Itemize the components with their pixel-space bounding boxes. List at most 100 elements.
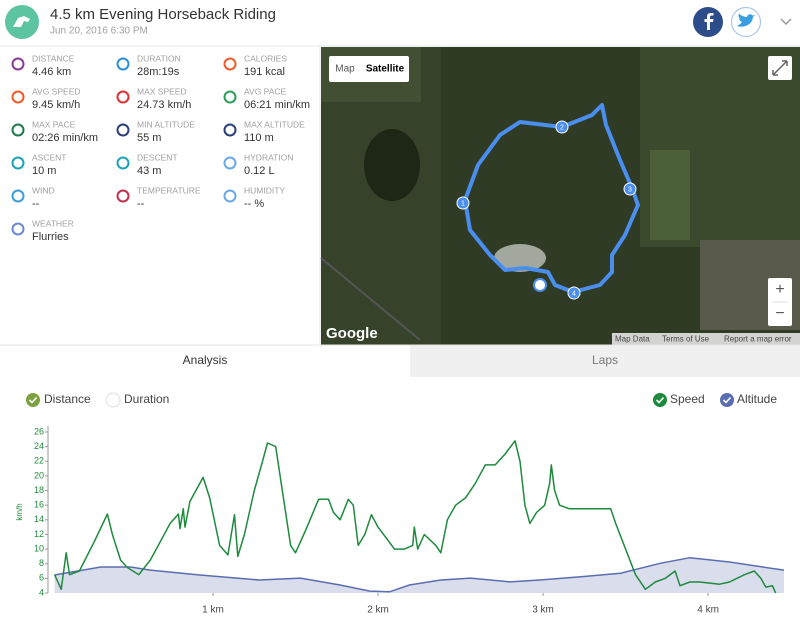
stat-label: TEMPERATURE [137,185,201,195]
stat-label: ASCENT [32,152,66,162]
stat-value: 110 m [244,132,274,144]
stat-label: HYDRATION [244,152,293,162]
header [0,0,800,46]
map-footer-link[interactable]: Map Data [615,335,650,344]
y-tick-label: 12 [34,529,44,539]
stat-icon [116,123,130,137]
x-tick-label: 3 km [532,605,554,616]
twitter-glyph [737,13,755,27]
stat-label: DISTANCE [32,53,75,63]
stat-label: DESCENT [137,152,178,162]
stat-value: 0.12 L [244,165,275,177]
map-footer-link[interactable]: Terms of Use [662,335,710,344]
checkbox-checked[interactable] [26,393,40,407]
stat-label: CALORIES [244,53,287,63]
y-tick-label: 4 [39,587,44,597]
y-tick-label: 14 [34,514,44,524]
chevron[interactable] [780,18,792,26]
map-button[interactable]: Map [335,64,355,75]
stat-icon [223,90,237,104]
stat-icon [116,156,130,170]
route-marker[interactable] [567,286,581,300]
stat-value: 4.46 km [32,66,71,78]
tab[interactable] [410,345,800,377]
y-tick-label: 24 [34,441,44,451]
stat-label: MAX SPEED [137,86,187,96]
y-tick-label: 10 [34,543,44,553]
stat-icon [223,57,237,71]
map-shadow [364,129,420,201]
stats-panel: DISTANCE 4.46 km DURATION 28m:19s CALORIES 19… [11,53,310,243]
stat-value: 10 m [32,165,56,177]
stat-icon [116,189,130,203]
legend-checkbox[interactable] [653,393,667,407]
stat-value: 24.73 km/h [137,99,191,111]
tab-label: Analysis [183,353,228,367]
map-footer [612,333,800,345]
zoom-in[interactable]: + [775,281,784,298]
title: 4.5 km Evening Horseback Riding [50,6,276,23]
legend-checkbox[interactable] [720,393,734,407]
x-axis-option[interactable]: Duration [124,392,169,406]
stat-value: 06:21 min/km [244,99,310,111]
stat-icon [11,123,25,137]
chart: Speed Altitude 4 6 8 10 12 14 16 18 20 22 24 26 km/h 1 … [15,392,785,616]
x-axis-option[interactable]: Distance [44,392,91,406]
stat-label: WIND [32,185,55,195]
marker-label: 1 [461,200,465,207]
stat-value: 9.45 km/h [32,99,80,111]
stat-icon [11,90,25,104]
stat-label: DURATION [137,53,181,63]
map-brand: Google [326,325,378,342]
stat-icon [223,156,237,170]
stat-value: -- [137,198,145,210]
check-glyph [28,396,38,404]
map-footer-link[interactable]: Report a map error [724,335,792,344]
map: 1 2 3 4 Map Satellite + − Google Map Dat… [320,47,800,345]
checkbox[interactable] [105,392,121,408]
check-glyph [655,396,665,404]
route-markers: 1 2 3 4 [456,120,637,300]
legend-label: Speed [670,392,705,406]
stat-value: 55 m [137,132,161,144]
map-field [650,150,690,240]
y-tick-label: 16 [34,500,44,510]
stat-icon [11,189,25,203]
check-glyph [722,396,732,404]
map-cloud [494,244,546,272]
speed-line [53,440,777,594]
marker-label: 4 [572,290,576,297]
stat-icon [223,123,237,137]
altitude-area [54,557,785,593]
y-tick-label: 6 [39,573,44,583]
x-tick-label: 1 km [202,605,224,616]
legend-label: Altitude [737,392,777,406]
y-tick-label: 8 [39,558,44,568]
fullscreen-glyph [772,60,788,76]
subtitle: Jun 20, 2016 6:30 PM [50,26,148,37]
route-marker[interactable] [555,120,569,134]
y-tick-label: 22 [34,456,44,466]
stat-icon [11,156,25,170]
x-tick-label: 2 km [367,605,389,616]
stat-label: AVG PACE [244,86,287,96]
route-marker[interactable] [623,182,637,196]
marker-label: 3 [628,186,632,193]
map-road [320,257,421,341]
route-marker[interactable] [456,196,470,210]
map-type-control [329,56,409,82]
y-axis-label: km/h [15,503,24,520]
stat-label: MAX PACE [32,119,76,129]
y-tick-label: 26 [34,426,44,436]
x-tick-label: 4 km [697,605,719,616]
satellite-button[interactable]: Satellite [366,64,405,75]
stat-value: 191 kcal [244,66,285,78]
tab-active[interactable] [0,345,410,377]
y-tick-label: 18 [34,485,44,495]
stat-value: 43 m [137,165,161,177]
horse-glyph [13,16,30,27]
zoom-out[interactable]: − [775,305,784,322]
start-pin[interactable] [533,278,547,292]
y-tick-label: 20 [34,470,44,480]
stat-value: -- % [244,198,264,210]
